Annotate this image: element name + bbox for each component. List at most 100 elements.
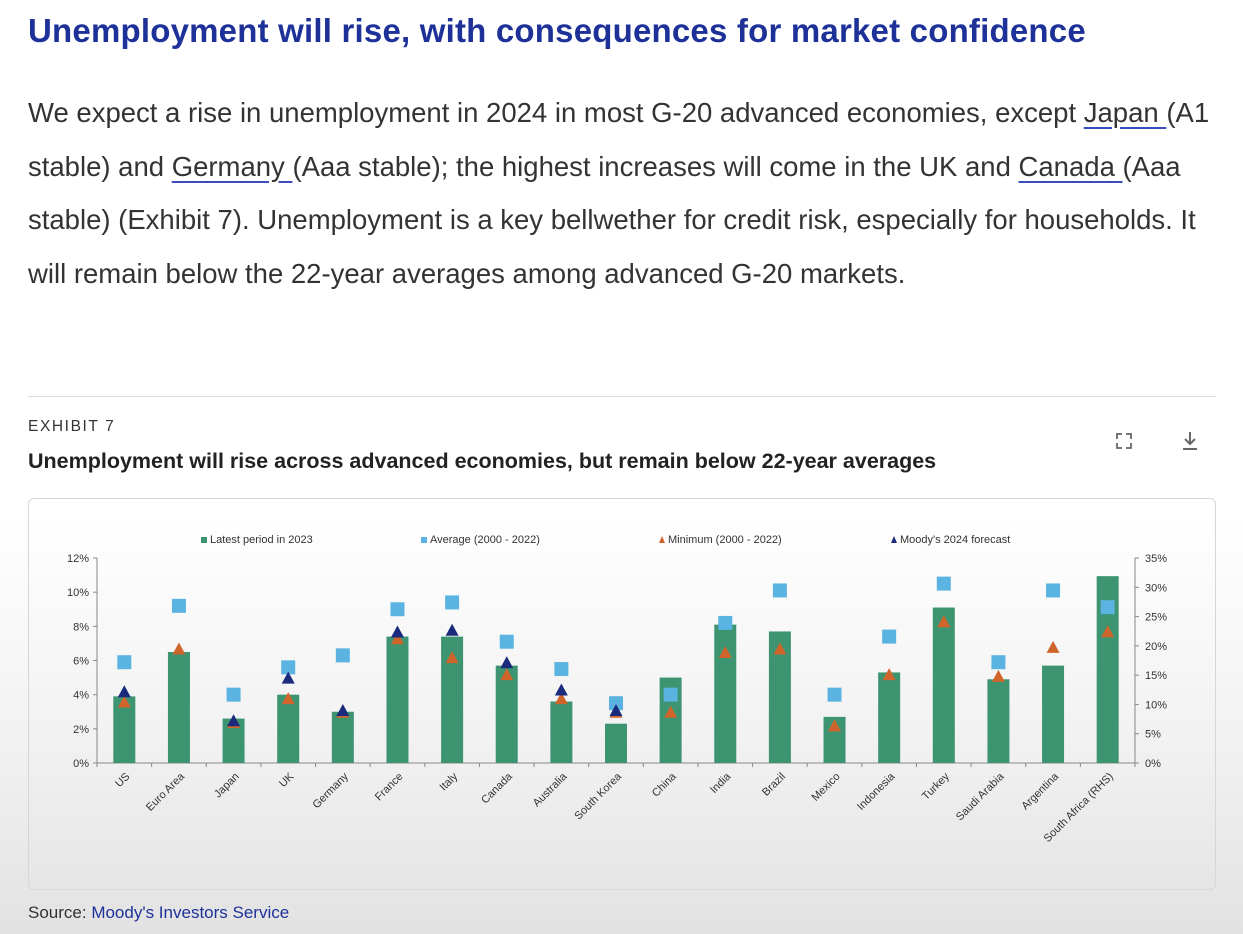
y-right-tick-label: 15% — [1145, 670, 1167, 682]
y-right-tick-label: 0% — [1145, 758, 1161, 770]
x-category-label: Brazil — [760, 771, 788, 799]
legend-swatch-forecast — [891, 536, 897, 543]
marker-forecast-2024 — [445, 623, 459, 636]
unemployment-chart: 0% 2% 4% 6% 8% 10% 12% 0% 5% 10% 15% 20% 25% 30% 35% US… — [67, 534, 1167, 845]
x-category-label: Germany — [310, 770, 351, 811]
y-right-tick-label: 35% — [1145, 553, 1167, 565]
y-left-tick-label: 8% — [73, 621, 89, 633]
marker-minimum — [937, 615, 951, 628]
bar-latest-2023 — [878, 672, 901, 763]
x-category-label: Euro Area — [144, 770, 188, 814]
bar-latest-2023 — [714, 624, 737, 763]
source-note: Source: Moody's Investors Service — [28, 903, 289, 923]
y-right-tick-label: 20% — [1145, 641, 1167, 653]
x-category-label: Australia — [531, 770, 570, 809]
marker-minimum — [773, 642, 787, 655]
x-category-label: Mexico — [810, 771, 843, 804]
bar-latest-2023 — [987, 679, 1010, 763]
bar-latest-2023 — [823, 716, 846, 763]
marker-minimum — [172, 642, 186, 655]
y-right-tick-label: 25% — [1145, 612, 1167, 624]
marker-minimum — [390, 632, 404, 645]
download-icon-glyph — [1183, 432, 1197, 450]
marker-average — [117, 655, 132, 670]
section-divider — [28, 396, 1216, 397]
source-name[interactable]: Moody's Investors Service — [91, 903, 290, 922]
canada-link[interactable]: Canada — [1018, 150, 1123, 182]
x-category-label: China — [650, 770, 679, 799]
bar-latest-2023 — [277, 694, 300, 763]
paragraph-text-4: (Aaa stable) (Exhibit 7). Unemployment i… — [28, 150, 1196, 289]
legend-label: Minimum (2000 - 2022) — [668, 534, 782, 546]
marker-average — [445, 595, 460, 610]
marker-average — [335, 648, 350, 663]
paragraph-text-2: (A1 stable) and — [28, 97, 1210, 182]
bar-latest-2023 — [932, 607, 955, 763]
marker-forecast-2024 — [609, 704, 623, 717]
bar-latest-2023 — [441, 636, 464, 763]
marker-average — [718, 615, 733, 630]
y-left-tick-label: 2% — [73, 724, 89, 736]
bar-latest-2023 — [768, 631, 791, 763]
marker-average — [827, 687, 842, 702]
bar-latest-2023 — [605, 723, 627, 763]
source-prefix: Source: — [28, 903, 92, 922]
marker-average — [1046, 583, 1061, 598]
marker-minimum — [500, 668, 514, 681]
legend-swatch-minimum — [659, 536, 665, 543]
marker-forecast-2024 — [554, 683, 568, 696]
y-left-tick-label: 4% — [73, 690, 89, 702]
marker-minimum — [117, 695, 131, 708]
marker-average — [609, 696, 623, 711]
bar-latest-2023 — [1042, 665, 1065, 763]
marker-minimum — [828, 719, 842, 732]
marker-average — [171, 598, 186, 613]
y-left-tick-label: 0% — [73, 758, 89, 770]
legend-swatch-average — [421, 537, 427, 543]
marker-average — [554, 662, 569, 677]
y-right-tick-label: 5% — [1145, 729, 1161, 741]
marker-minimum — [664, 705, 678, 718]
japan-link[interactable]: Japan — [1083, 97, 1167, 128]
bar-latest-2023 — [331, 711, 354, 763]
chart-card: 0% 2% 4% 6% 8% 10% 12% 0% 5% 10% 15% 20% 25% 30% 35% US… — [28, 498, 1216, 890]
marker-minimum — [1046, 640, 1060, 653]
germany-link[interactable]: Germany — [171, 150, 293, 182]
legend-label: Average (2000 - 2022) — [430, 534, 540, 546]
x-category-label: France — [373, 771, 406, 804]
marker-average — [663, 687, 678, 702]
x-category-label: US — [113, 771, 132, 790]
marker-forecast-2024 — [390, 625, 404, 638]
exhibit-label: EXHIBIT 7 — [28, 418, 116, 435]
marker-minimum — [1101, 625, 1115, 638]
marker-average — [499, 634, 514, 649]
expand-icon[interactable] — [1114, 431, 1134, 451]
x-category-label: Canada — [479, 770, 515, 806]
marker-minimum — [882, 668, 896, 681]
x-category-label: Japan — [212, 771, 242, 801]
intro-paragraph: We expect a rise in unemployment in 2024… — [28, 86, 1218, 300]
marker-forecast-2024 — [117, 685, 131, 698]
marker-minimum — [281, 692, 295, 705]
y-left-tick-label: 12% — [67, 553, 89, 565]
marker-average — [226, 687, 241, 702]
marker-average — [882, 629, 897, 644]
y-right-tick-label: 30% — [1145, 582, 1167, 594]
marker-average — [772, 583, 787, 598]
marker-forecast-2024 — [281, 671, 295, 684]
bar-latest-2023 — [386, 636, 409, 763]
download-icon[interactable] — [1180, 430, 1200, 452]
bar-latest-2023 — [167, 651, 190, 763]
bar-latest-2023 — [550, 701, 573, 763]
bar-latest-2023 — [1096, 576, 1119, 763]
marker-forecast-2024 — [227, 714, 241, 727]
y-left-tick-label: 10% — [67, 587, 89, 599]
x-category-label: Indonesia — [855, 770, 898, 813]
y-right-tick-label: 10% — [1145, 699, 1167, 711]
legend-label: Latest period in 2023 — [210, 534, 313, 546]
expand-icon-glyph — [1116, 433, 1132, 449]
x-category-label: South Korea — [572, 770, 624, 822]
x-category-label: India — [708, 770, 734, 796]
bar-latest-2023 — [495, 665, 518, 763]
marker-average — [991, 655, 1006, 670]
